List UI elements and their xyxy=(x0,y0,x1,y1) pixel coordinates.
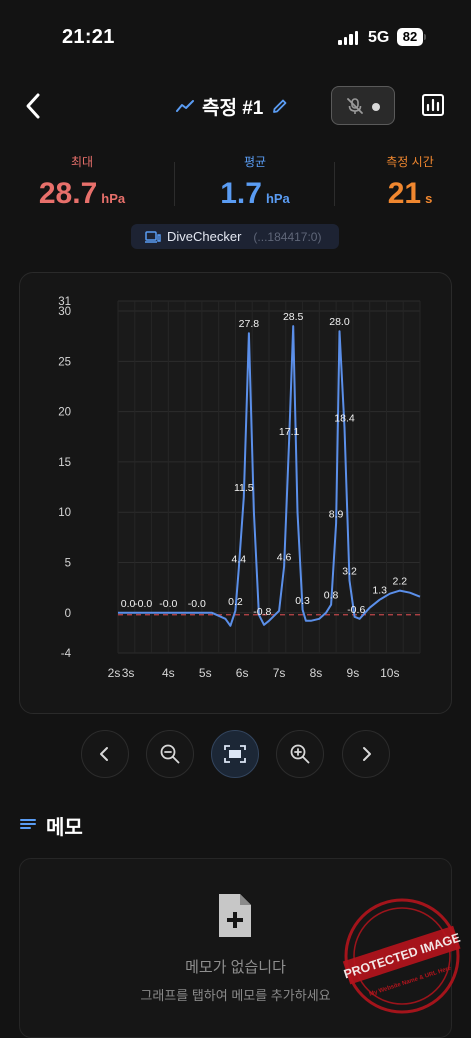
avg-label: 평균 xyxy=(243,155,267,169)
device-icon xyxy=(145,230,161,243)
max-value: 28.7 xyxy=(38,177,98,210)
bar-chart-icon xyxy=(422,94,444,116)
avg-unit: hPa xyxy=(265,191,290,206)
max-unit: hPa xyxy=(101,191,126,206)
duration-value: 21 xyxy=(387,177,422,210)
chevron-right-icon xyxy=(363,747,371,761)
device-id: (...184417:0) xyxy=(253,229,322,244)
list-icon xyxy=(20,819,36,829)
zoom-in-button[interactable] xyxy=(276,730,324,778)
trend-line-icon xyxy=(176,100,194,112)
avg-stat: 1.7 hPa xyxy=(180,177,330,211)
chevron-left-icon xyxy=(100,747,108,761)
pencil-icon[interactable] xyxy=(271,98,288,115)
avg-value: 1.7 xyxy=(220,177,262,210)
fit-screen-icon xyxy=(224,745,246,763)
divider xyxy=(334,162,335,206)
divider xyxy=(174,162,175,206)
status-dot xyxy=(372,103,380,111)
previous-button[interactable] xyxy=(81,730,129,778)
memo-empty-text: 메모가 없습니다 xyxy=(185,959,286,976)
duration-stat: 21 s xyxy=(335,177,471,211)
zoom-in-icon xyxy=(290,744,310,764)
battery-tip xyxy=(424,34,426,40)
memo-title: 메모 xyxy=(46,817,83,839)
chart-view-button[interactable] xyxy=(421,93,445,117)
fit-screen-button[interactable] xyxy=(211,730,259,778)
mic-off-icon xyxy=(347,98,363,114)
pressure-chart[interactable] xyxy=(19,272,452,714)
chevron-left-icon xyxy=(26,93,40,119)
duration-label: 측정 시간 xyxy=(386,155,434,169)
back-button[interactable] xyxy=(22,92,46,120)
status-time: 21:21 xyxy=(62,26,115,48)
battery-icon: 82 xyxy=(397,28,423,46)
zoom-out-button[interactable] xyxy=(146,730,194,778)
zoom-out-icon xyxy=(160,744,180,764)
add-file-icon xyxy=(219,894,251,937)
next-button[interactable] xyxy=(342,730,390,778)
duration-unit: s xyxy=(425,191,433,206)
network-type: 5G xyxy=(368,29,390,46)
memo-hint: 그래프를 탭하여 메모를 추가하세요 xyxy=(140,988,331,1003)
max-stat: 28.7 hPa xyxy=(7,177,157,211)
measurement-title[interactable]: 측정 #1 xyxy=(176,92,288,120)
sensor-toggle-button[interactable] xyxy=(331,86,395,125)
device-name: DiveChecker xyxy=(167,229,242,244)
device-chip[interactable]: DiveChecker (...184417:0) xyxy=(131,224,339,249)
signal-strength-icon xyxy=(338,31,360,45)
max-label: 최대 xyxy=(70,155,94,169)
memo-card[interactable] xyxy=(19,858,452,1038)
page-title: 측정 #1 xyxy=(202,97,264,119)
